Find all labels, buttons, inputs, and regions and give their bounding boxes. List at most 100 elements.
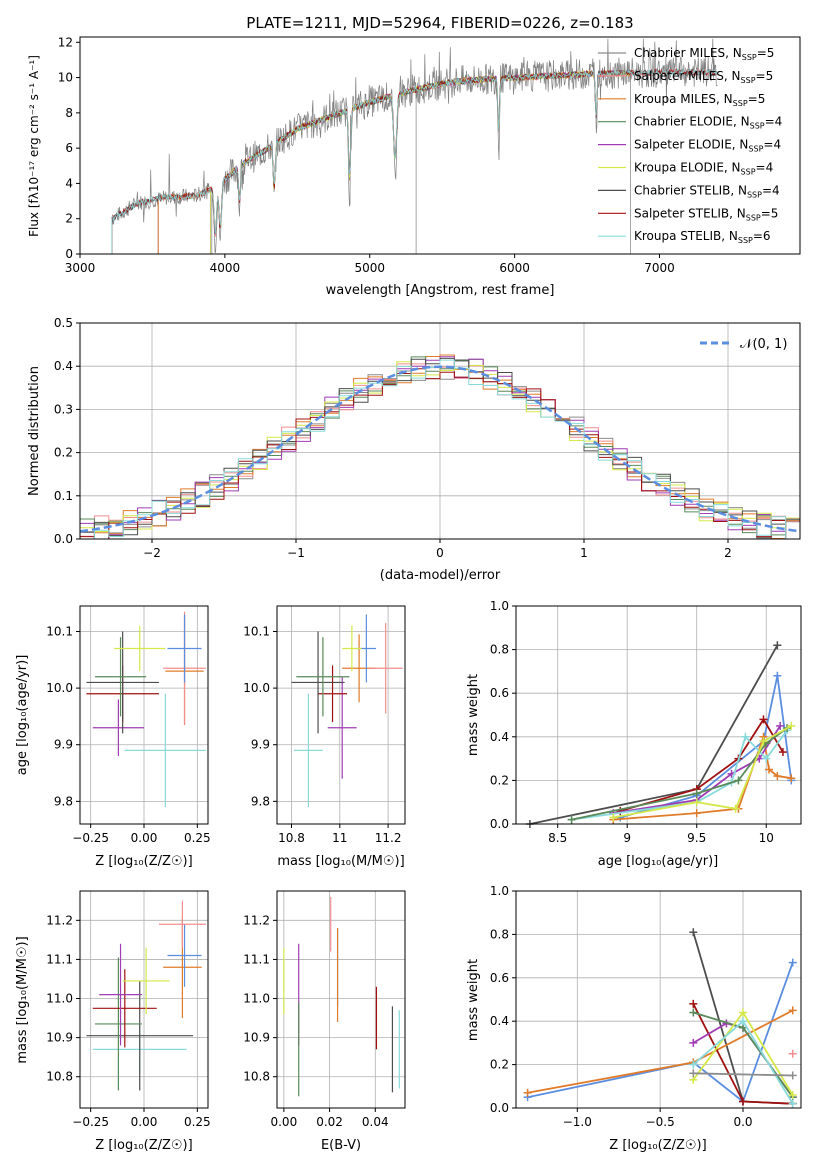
spectrum-series: [111, 38, 718, 254]
x-tick-label: 0: [436, 546, 444, 560]
errorbar-point: [92, 699, 144, 757]
y-tick-label: 10.0: [46, 681, 73, 695]
age-z-ylabel: age [log₁₀(age/yr)]: [15, 655, 30, 776]
plus-marker: [773, 772, 782, 781]
y-tick-label: 0.6: [490, 971, 509, 985]
y-tick-label: 11.0: [46, 992, 73, 1006]
plus-marker: [788, 1006, 797, 1015]
y-tick-label: 0.5: [54, 316, 73, 330]
weight-age-xlabel: age [log₁₀(age/yr)]: [598, 854, 719, 869]
mass-vs-metallicity-panel: −0.25 0.00 0.25 10.8 10.9 11.0 11.1 11.2 Z [log…: [15, 890, 211, 1153]
y-tick-label: 0.6: [490, 686, 509, 700]
age-z-grid: [80, 606, 208, 824]
errorbar-point: [124, 693, 206, 808]
x-tick-label: 0.0: [733, 1115, 752, 1129]
y-tick-label: 0.2: [54, 446, 73, 460]
x-tick-label: 9.5: [687, 831, 706, 845]
age-mass-frame: [276, 605, 406, 825]
y-tick-label: 10.9: [243, 1031, 270, 1045]
plus-marker: [765, 765, 774, 774]
age-vs-mass-panel: 10.8 11 11.2 9.8 9.9 10.0 10.1 mass [log₁₀(M/M…: [243, 605, 406, 869]
y-tick-label: 0.4: [490, 730, 509, 744]
plus-marker: [689, 1060, 698, 1069]
weight-z-ticks: −1.0 −0.5 0.0 0.0 0.2 0.4 0.6 0.8 1.0: [490, 884, 753, 1129]
errorbar-point: [94, 957, 142, 1091]
plus-marker: [787, 721, 796, 730]
y-tick-label: 12: [58, 35, 73, 49]
y-tick-label: 1.0: [490, 599, 509, 613]
errorbar-point: [296, 637, 350, 717]
plus-marker: [692, 789, 701, 798]
weight-line: [613, 725, 792, 819]
errorbar-point: [86, 631, 159, 734]
y-tick-label: 11.1: [243, 952, 270, 966]
errorbar-point: [293, 693, 323, 808]
residuals-ylabel: Normed distribution: [27, 366, 42, 496]
plus-marker: [776, 721, 785, 730]
mass-z-xlabel: Z [log₁₀(Z/Z☉)]: [95, 1138, 192, 1153]
y-tick-label: 9.9: [54, 738, 73, 752]
x-tick-label: 0.25: [184, 1115, 211, 1129]
residuals-series: [79, 354, 801, 540]
y-tick-label: 6: [65, 141, 73, 155]
model-line-kroupa-stelib: [111, 67, 718, 234]
weight-line: [571, 729, 788, 821]
plus-marker: [689, 1069, 698, 1078]
weight-age-ticks: 8.5 9 9.5 10 0.0 0.2 0.4 0.6 0.8 1.0: [490, 599, 774, 845]
weight-vs-age-panel: 8.5 9 9.5 10 0.0 0.2 0.4 0.6 0.8 1.0 age [log₁₀(a…: [466, 599, 802, 869]
spectrum-ticks: 3000 4000 5000 6000 7000 0 2 4 6 8 10 12: [58, 35, 675, 275]
y-tick-label: 11.2: [243, 913, 270, 927]
legend-label: Salpeter STELIB, NSSP=5: [634, 206, 778, 222]
plus-marker: [762, 754, 771, 763]
weight-vs-metallicity-panel: −1.0 −0.5 0.0 0.0 0.2 0.4 0.6 0.8 1.0 Z [log₁₀(Z…: [466, 884, 802, 1153]
plus-marker: [759, 737, 768, 746]
x-tick-label: 10.8: [278, 831, 305, 845]
weight-age-grid: [516, 605, 801, 825]
legend-label: Kroupa MILES, NSSP=5: [634, 92, 765, 108]
spectrum-frame: [79, 36, 801, 255]
legend-label: Chabrier STELIB, NSSP=4: [634, 183, 780, 199]
x-tick-label: 2: [724, 546, 732, 560]
legend-label: Kroupa STELIB, NSSP=6: [634, 229, 771, 245]
x-tick-label: −2: [143, 546, 161, 560]
x-tick-label: 10: [759, 831, 774, 845]
y-tick-label: 10.1: [46, 624, 73, 638]
plus-marker: [787, 774, 796, 783]
y-tick-label: 2: [65, 212, 73, 226]
x-tick-label: −0.25: [72, 831, 109, 845]
plus-marker: [567, 815, 576, 824]
errorbar-point: [342, 625, 362, 672]
y-tick-label: 10.0: [243, 681, 270, 695]
y-tick-label: 10.8: [243, 1070, 270, 1084]
plus-marker: [689, 928, 698, 937]
spectrum-panel: PLATE=1211, MJD=52964, FIBERID=0226, z=0…: [27, 14, 801, 298]
residuals-panel: −2 −1 0 1 2 0.0 0.1 0.2 0.3 0.4 0.5 (data-model)/e…: [27, 316, 801, 583]
plus-marker: [759, 715, 768, 724]
y-tick-label: 9.8: [251, 794, 270, 808]
errorbar-point: [158, 900, 206, 948]
age-z-points: [86, 611, 206, 808]
gaussian-legend-label: 𝒩(0, 1): [740, 337, 787, 352]
y-tick-label: 0.0: [490, 817, 509, 831]
y-tick-label: 0.4: [54, 359, 73, 373]
y-tick-label: 11.2: [46, 913, 73, 927]
y-tick-label: 0.1: [54, 489, 73, 503]
plus-marker: [788, 1071, 797, 1080]
errorbar-point: [99, 943, 142, 1046]
residuals-legend: 𝒩(0, 1): [700, 337, 787, 352]
y-tick-label: 0.4: [490, 1014, 509, 1028]
y-tick-label: 11.0: [243, 992, 270, 1006]
x-tick-label: −0.25: [72, 1115, 109, 1129]
mass-ebv-points: [283, 896, 400, 1097]
legend-label: Kroupa ELODIE, NSSP=4: [634, 161, 773, 177]
errorbar-point: [167, 924, 202, 987]
legend-label: Salpeter ELODIE, NSSP=4: [634, 138, 781, 154]
y-tick-label: 8: [65, 106, 73, 120]
x-tick-label: 11.2: [375, 831, 402, 845]
plus-marker: [689, 999, 698, 1008]
y-tick-label: 10.1: [243, 624, 270, 638]
errorbar-point: [122, 947, 170, 1015]
plus-marker: [609, 813, 618, 822]
legend-label: Chabrier MILES, NSSP=5: [634, 46, 774, 62]
age-vs-metallicity-panel: −0.25 0.00 0.25 9.8 9.9 10.0 10.1 Z [log₁₀(Z/Z…: [15, 605, 211, 869]
